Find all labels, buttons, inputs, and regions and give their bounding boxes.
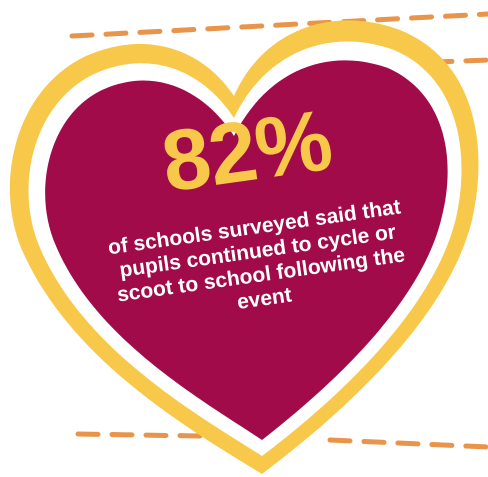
dashed-line-bottom-left: [75, 431, 203, 439]
stat-block: 82% of schools surveyed said that pupils…: [54, 83, 462, 432]
dashed-line-bottom-right: [327, 437, 488, 450]
stat-caption: of schools surveyed said that pupils con…: [106, 195, 407, 314]
heart-inner-fill: [45, 60, 448, 440]
dashed-line-top: [69, 11, 488, 39]
